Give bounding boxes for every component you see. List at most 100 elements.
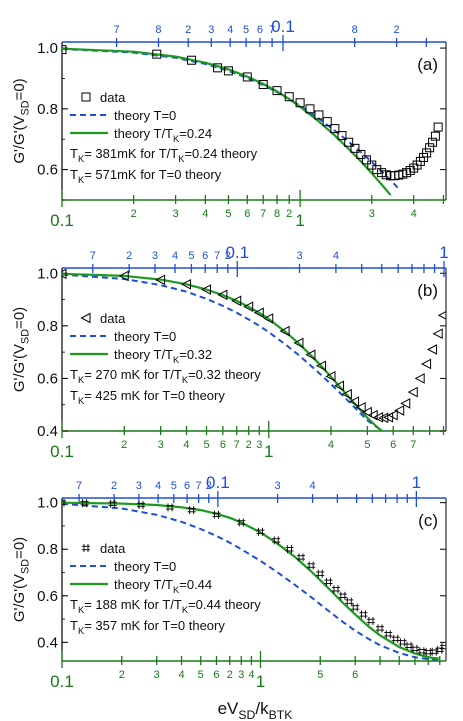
top-minor-tick-label: 4 — [310, 480, 316, 492]
x-minor-tick-label: 4 — [411, 208, 417, 220]
data-point — [333, 380, 345, 392]
data-point — [425, 143, 435, 153]
data-point — [187, 506, 196, 515]
legend-label-theory-t0: theory T=0 — [114, 559, 176, 574]
data-point — [350, 143, 360, 153]
annotation-tk-finite: TK= 270 mK for T/TK=0.32 theory — [70, 367, 261, 385]
data-point — [421, 358, 432, 370]
legend: data theory T=0 theory T/TK=0.32 TK= 270 mK… — [70, 311, 261, 406]
annotation-tk-zero: TK= 357 mK for T=0 theory — [70, 618, 225, 636]
data-point — [432, 328, 443, 340]
y-tick-label: 1.0 — [37, 495, 58, 512]
x-minor-tick-label: 5 — [225, 208, 231, 220]
data-point — [384, 630, 393, 639]
data-point — [295, 98, 305, 108]
data-point — [80, 499, 89, 508]
data-point — [272, 536, 281, 545]
data-point — [337, 131, 347, 141]
top-minor-tick-label: 5 — [188, 250, 194, 262]
data-point — [293, 337, 304, 349]
x-minor-tick-label: 7 — [410, 439, 416, 451]
x-minor-tick-label: 4 — [183, 439, 189, 451]
data-point — [407, 386, 418, 398]
data-point — [256, 527, 265, 536]
data-point — [284, 92, 294, 102]
data-point — [344, 137, 354, 147]
data-point — [427, 344, 438, 355]
data-point — [355, 402, 366, 413]
top-tick-label: 0.1 — [206, 473, 230, 492]
data-point — [152, 49, 162, 59]
legend: data theory T=0 theory T/TK=0.24 TK= 381mK … — [70, 90, 258, 185]
panel-label: (a) — [417, 55, 438, 74]
data-point — [351, 603, 360, 612]
top-minor-tick-label: 2 — [185, 24, 191, 36]
data-point — [263, 313, 274, 324]
legend-label-theory-t0: theory T=0 — [114, 329, 176, 344]
y-tick-label: 0.6 — [37, 588, 58, 605]
data-point — [405, 641, 414, 650]
legend-marker-data — [80, 312, 91, 324]
data-point — [231, 295, 242, 307]
x-minor-tick-label: 2 — [286, 208, 292, 220]
data-point — [391, 634, 400, 643]
plot-area — [62, 268, 446, 431]
top-minor-tick-label: 5 — [171, 480, 177, 492]
legend-label-data: data — [100, 541, 126, 556]
data-point — [322, 117, 332, 127]
top-minor-tick-label: 2 — [225, 250, 231, 262]
data-point — [237, 518, 246, 527]
data-point — [367, 160, 377, 170]
data-point — [345, 597, 354, 606]
data-point — [433, 122, 443, 132]
data-point — [62, 498, 66, 507]
x-minor-tick-label: 6 — [213, 669, 219, 681]
top-minor-tick-label: 3 — [275, 480, 281, 492]
legend-marker-data — [81, 92, 91, 102]
annotation-tk-zero: TK= 571mK for T=0 theory — [70, 167, 222, 185]
data-point — [213, 63, 223, 73]
panel-b: 0.40.60.81.0G'/G'(VSD=0)0.1 2 3 4 5 6 7 2 3 1 4 5 6 7… — [11, 243, 449, 461]
top-minor-tick-label: 5 — [243, 24, 249, 36]
top-minor-tick-label: 4 — [172, 250, 178, 262]
legend: data theory T=0 theory T/TK=0.44 TK= 188 mK… — [70, 541, 261, 636]
data-point — [356, 149, 366, 159]
x-minor-tick-label: 8 — [274, 208, 280, 220]
top-minor-tick-label: 2 — [394, 24, 400, 36]
data-point — [316, 569, 325, 578]
x-axis-label: eVSD/kBTK — [218, 699, 294, 721]
x-tick-label: 1 — [256, 672, 265, 691]
x-minor-tick-label: 4 — [202, 208, 208, 220]
top-minor-tick-label: 2 — [206, 480, 212, 492]
data-point — [414, 373, 425, 384]
x-minor-tick-label: 3 — [173, 208, 179, 220]
legend-label-theory-tk: theory T/TK=0.44 — [114, 577, 212, 595]
top-tick-label: 0.1 — [225, 243, 249, 262]
x-minor-tick-label: 6 — [352, 669, 358, 681]
y-tick-label: 0.4 — [37, 423, 58, 440]
top-tick-label: 1 — [439, 243, 448, 262]
data-point — [437, 311, 446, 320]
data-point — [180, 278, 191, 290]
x-tick-label: 0.1 — [50, 672, 74, 691]
top-minor-tick-label: 7 — [76, 480, 82, 492]
x-minor-tick-label: 2 — [246, 439, 252, 451]
x-minor-tick-label: 2 — [119, 669, 125, 681]
x-minor-tick-label: 6 — [390, 439, 396, 451]
x-minor-tick-label: 7 — [260, 208, 266, 220]
data-point — [428, 137, 438, 147]
data-point — [330, 124, 340, 134]
legend-label-data: data — [100, 90, 126, 105]
x-tick-label: 1 — [264, 442, 273, 461]
x-minor-tick-label: 5 — [198, 669, 204, 681]
data-point — [359, 610, 368, 619]
top-minor-tick-label: 6 — [257, 24, 263, 36]
top-minor-tick-label: 2 — [111, 480, 117, 492]
x-minor-tick-label: 5 — [317, 669, 323, 681]
x-minor-tick-label: 4 — [328, 439, 334, 451]
data-point — [253, 307, 264, 319]
data-point — [242, 72, 252, 82]
top-minor-tick-label: 4 — [155, 480, 161, 492]
annotation-tk-finite: TK= 381mK for T/TK=0.24 theory — [70, 146, 258, 164]
